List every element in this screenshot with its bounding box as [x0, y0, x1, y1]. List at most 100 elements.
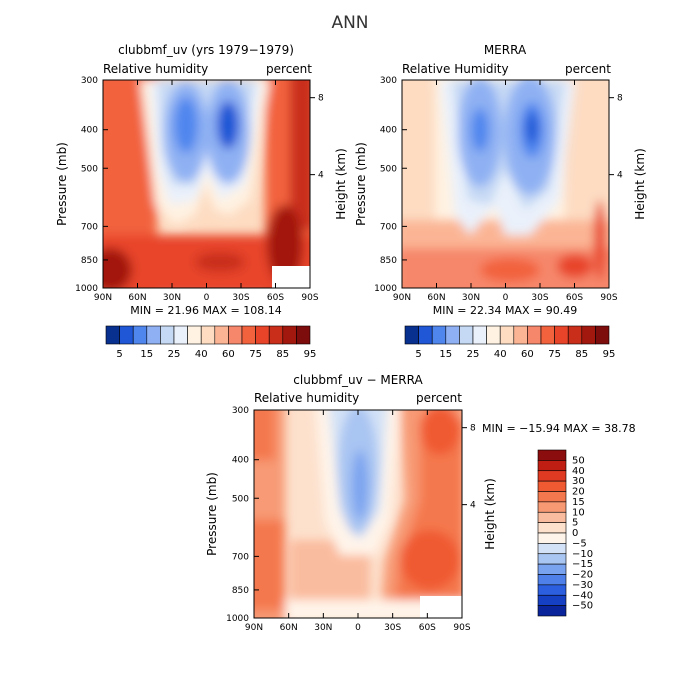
colorbar-label: 85 — [276, 349, 289, 360]
x-tick-label: 30S — [232, 293, 249, 303]
y-tick-label: 300 — [81, 76, 98, 86]
x-tick-label: 90N — [393, 293, 411, 303]
panel-3-ylabel: Pressure (mb) — [205, 472, 219, 556]
panel-3-axes: 90N 60N 30N 0 30S 60S 90S 300 400 500 700 850 1000 8 4 — [226, 406, 476, 633]
x-tick-label: 30N — [462, 293, 480, 303]
colorbar-label: 5 — [415, 349, 421, 360]
colorbar-label: 95 — [603, 349, 616, 360]
y-tick-label: 700 — [232, 552, 249, 562]
colorbar-label: 40 — [572, 466, 585, 477]
colorbar-label: −20 — [572, 570, 593, 581]
x-tick-label: 60N — [427, 293, 445, 303]
colorbar-label: 25 — [168, 349, 181, 360]
panel-1-axes: 90N 60N 30N 0 30S 60S 90S 300 400 500 700 850 1000 8 4 — [75, 76, 324, 303]
colorbar-swatch — [472, 325, 487, 345]
colorbar-label: 10 — [572, 507, 585, 518]
y-tick-right-label: 8 — [318, 94, 324, 104]
y-tick-label: 500 — [81, 164, 98, 174]
colorbar-swatch — [537, 532, 567, 544]
panel-2-ylabel-right: Height (km) — [633, 148, 647, 219]
colorbar-swatch — [537, 574, 567, 586]
colorbar-swatch — [540, 325, 555, 345]
colorbar-swatch — [146, 325, 161, 345]
panel-1-title: clubbmf_uv (yrs 1979−1979) — [118, 43, 294, 57]
colorbar-swatch — [255, 325, 270, 345]
y-tick-right-label: 4 — [617, 171, 623, 181]
colorbar-swatch — [214, 325, 229, 345]
x-tick-label: 90S — [453, 623, 470, 633]
colorbar-swatch — [431, 325, 447, 345]
colorbar-swatch — [595, 325, 610, 345]
panel-3-right-label: percent — [416, 391, 462, 405]
y-tick-label: 400 — [232, 456, 249, 466]
x-tick-label: 30S — [531, 293, 548, 303]
y-tick-label: 400 — [81, 126, 98, 136]
colorbar-label: −50 — [572, 601, 593, 612]
colorbar-label: 15 — [439, 349, 452, 360]
colorbar-swatch — [132, 325, 148, 345]
colorbar-label: 75 — [249, 349, 262, 360]
y-tick-right-label: 8 — [470, 424, 476, 434]
colorbar-swatch — [537, 522, 567, 534]
colorbar-swatch — [119, 325, 134, 345]
colorbar-swatch — [537, 553, 567, 565]
x-tick-label: 0 — [503, 293, 509, 303]
colorbar-swatch — [537, 543, 567, 555]
panel-1-right-label: percent — [266, 62, 312, 76]
panel-merra: MERRA Relative Humidity percent — [354, 43, 647, 360]
panel-2-right-label: percent — [565, 62, 611, 76]
colorbar-swatch — [537, 511, 567, 523]
colorbar-swatch — [554, 325, 569, 345]
colorbar-swatch — [581, 325, 596, 345]
colorbar-swatch — [537, 470, 567, 482]
colorbar-swatch — [200, 325, 216, 345]
panel-2-stats: MIN = 22.34 MAX = 90.49 — [433, 304, 577, 317]
x-tick-label: 60S — [267, 293, 284, 303]
y-tick-label: 700 — [380, 222, 397, 232]
colorbar-label: 30 — [572, 476, 585, 487]
panel-2-axes: 90N 60N 30N 0 30S 60S 90S 300 400 500 700 850 1000 8 4 — [374, 76, 623, 303]
colorbar-swatch — [537, 460, 567, 472]
page-title: ANN — [331, 13, 368, 33]
colorbar-swatch — [404, 325, 419, 345]
x-tick-label: 0 — [204, 293, 210, 303]
y-tick-label: 850 — [380, 256, 397, 266]
x-tick-label: 30N — [163, 293, 181, 303]
colorbar-label: 5 — [572, 518, 578, 529]
colorbar-swatch — [537, 501, 567, 513]
colorbar-label: −5 — [572, 538, 587, 549]
colorbar-swatch — [537, 605, 567, 617]
panel-2-ylabel: Pressure (mb) — [354, 142, 368, 226]
colorbar-swatch — [486, 325, 501, 345]
colorbar-swatch — [418, 325, 433, 345]
panel-1-ylabel: Pressure (mb) — [55, 142, 69, 226]
colorbar-swatch — [537, 491, 567, 503]
colorbar-label: 40 — [195, 349, 208, 360]
panel-clubbmf: clubbmf_uv (yrs 1979−1979) Relative humi… — [55, 43, 348, 360]
colorbar-swatch — [567, 325, 583, 345]
colorbar-swatch — [187, 325, 202, 345]
panel-1-stats: MIN = 21.96 MAX = 108.14 — [130, 304, 281, 317]
y-tick-label: 1000 — [374, 284, 397, 294]
colorbar-swatch — [282, 325, 297, 345]
colorbar-swatch — [499, 325, 515, 345]
colorbar-label: −15 — [572, 559, 593, 570]
colorbar-swatch — [537, 594, 567, 606]
colorbar-swatch — [537, 480, 567, 492]
colorbar-swatch — [160, 325, 175, 345]
colorbar-swatch — [296, 325, 311, 345]
panel-1-left-label: Relative humidity — [103, 62, 208, 76]
panel-1-colorbar: 5 15 25 40 60 75 85 95 — [105, 325, 316, 360]
colorbar-swatch — [445, 325, 460, 345]
colorbar-label: 60 — [222, 349, 235, 360]
y-tick-label: 300 — [232, 406, 249, 416]
colorbar-label: −40 — [572, 590, 593, 601]
colorbar-label: 40 — [494, 349, 507, 360]
colorbar-label: 15 — [572, 497, 585, 508]
panel-difference: clubbmf_uv − MERRA Relative humidity per… — [205, 373, 636, 633]
y-tick-right-label: 8 — [617, 94, 623, 104]
colorbar-label: 25 — [467, 349, 480, 360]
y-tick-label: 700 — [81, 222, 98, 232]
